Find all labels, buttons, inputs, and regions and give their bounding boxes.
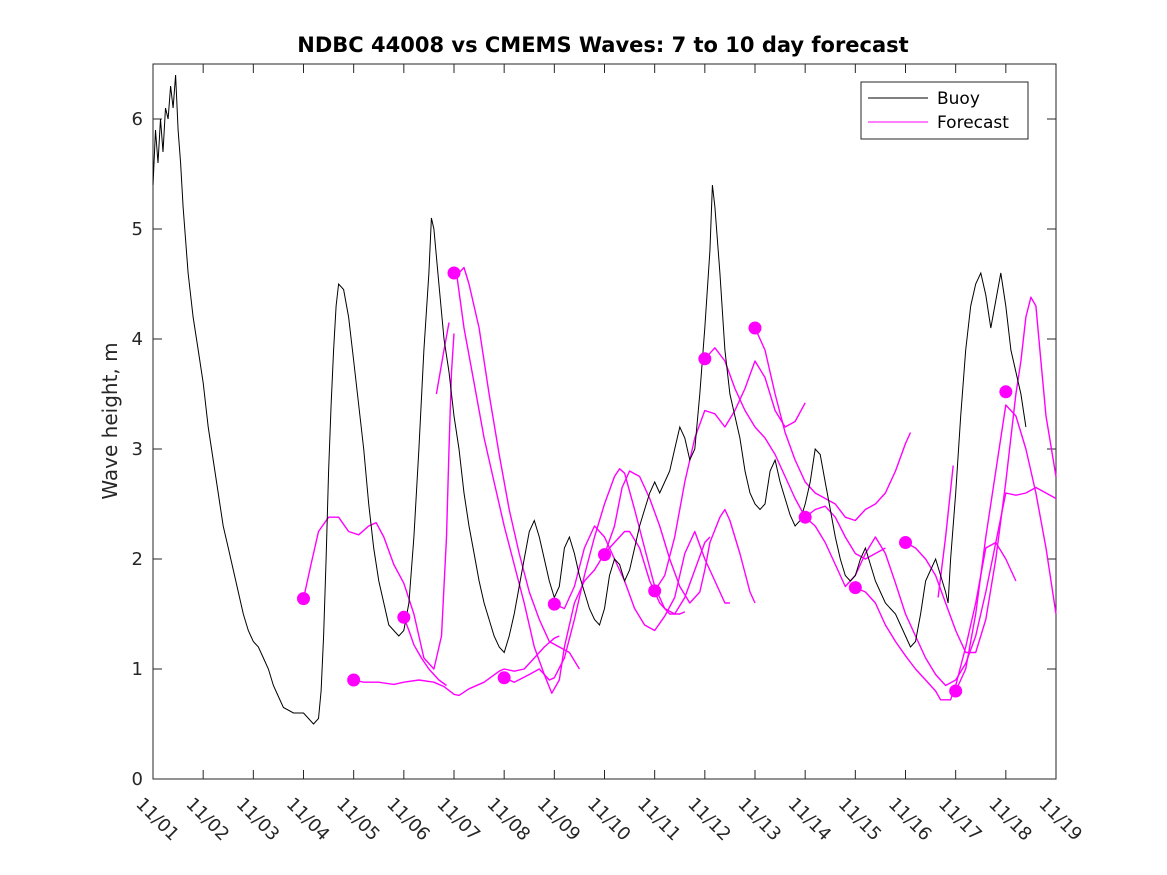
y-tick-label: 6: [132, 109, 143, 130]
y-tick-label: 4: [132, 329, 143, 350]
forecast-start-marker: [798, 510, 812, 524]
forecast-line: [937, 465, 954, 598]
y-tick-label: 2: [132, 549, 143, 570]
forecast-line: [435, 322, 450, 395]
forecast-line: [855, 541, 1017, 701]
forecast-start-marker: [547, 597, 561, 611]
series-layer: [152, 74, 1057, 725]
y-tick-label: 0: [132, 769, 143, 790]
buoy-line: [152, 74, 1027, 725]
forecast-line: [353, 635, 560, 697]
forecast-line: [455, 272, 686, 694]
plot-frame: [152, 63, 1057, 780]
forecast-start-marker: [848, 581, 862, 595]
forecast-line: [704, 347, 886, 560]
forecast-start-marker: [447, 266, 461, 280]
forecast-start-marker: [397, 610, 411, 624]
forecast-start-marker: [698, 352, 712, 366]
legend-label-forecast: Forecast: [937, 113, 1009, 133]
forecast-start-marker: [949, 684, 963, 698]
forecast-line: [804, 486, 1057, 687]
forecast-start-marker: [347, 673, 361, 687]
legend: Buoy Forecast: [860, 81, 1029, 140]
forecast-line: [603, 470, 756, 604]
forecast-start-marker: [297, 592, 310, 606]
forecast-start-marker: [748, 321, 762, 335]
forecast-line: [905, 296, 1057, 654]
forecast-line: [503, 468, 711, 683]
forecast-line: [554, 525, 730, 632]
forecast-line: [654, 360, 806, 592]
marker-layer: [297, 266, 1013, 698]
y-tick-label: 3: [132, 439, 143, 460]
y-axis-label: Wave height, m: [98, 342, 122, 499]
forecast-line: [454, 266, 580, 670]
y-tick-label: 1: [132, 659, 143, 680]
y-tick-label: 5: [132, 219, 143, 240]
forecast-line: [403, 617, 447, 687]
plot-area: [152, 63, 1057, 780]
forecast-start-marker: [899, 536, 912, 549]
chart-title: NDBC 44008 vs CMEMS Waves: 7 to 10 day f…: [297, 33, 908, 57]
legend-label-buoy: Buoy: [937, 89, 980, 109]
forecast-line: [754, 327, 912, 522]
forecast-line: [302, 333, 455, 670]
forecast-start-marker: [598, 548, 611, 562]
forecast-start-marker: [999, 385, 1013, 399]
forecast-start-marker: [648, 584, 662, 598]
legend-box: [860, 81, 1029, 140]
forecast-line: [955, 404, 1057, 692]
forecast-start-marker: [497, 671, 511, 685]
